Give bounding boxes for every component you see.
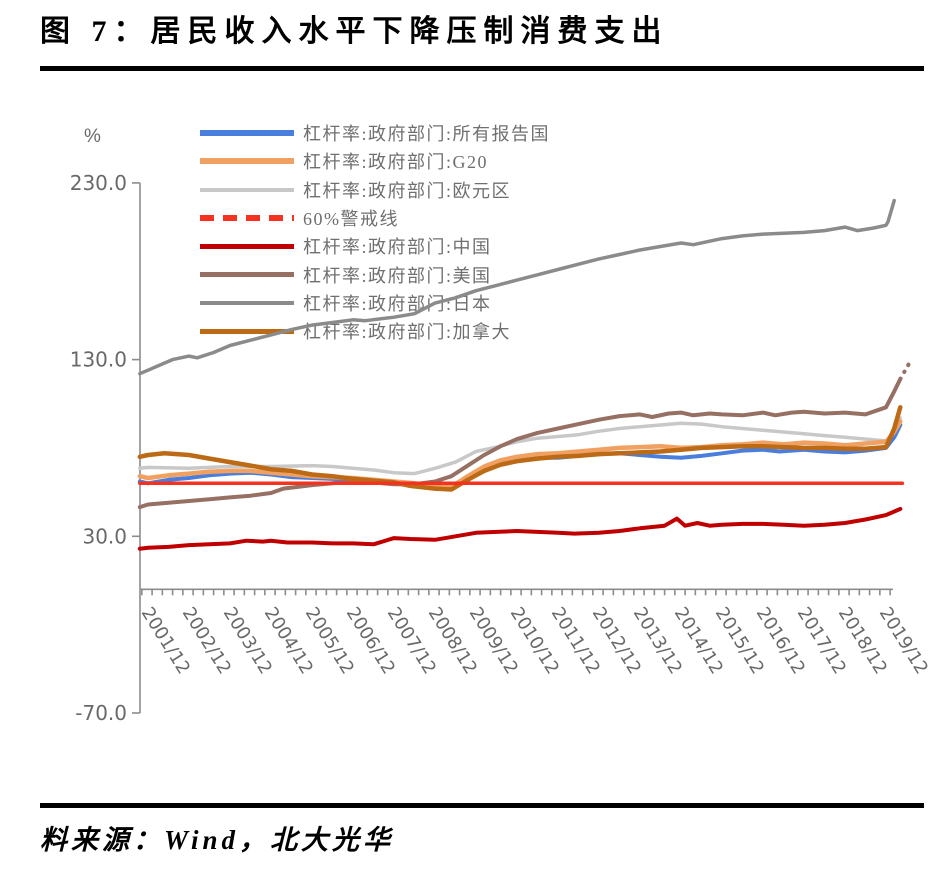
x-tick-label: 2002/12 bbox=[178, 604, 235, 679]
x-tick-label: 2001/12 bbox=[137, 604, 194, 679]
series-china bbox=[137, 506, 903, 551]
x-tick-label: 2014/12 bbox=[670, 604, 727, 679]
legend-label-eurozone: 杠杆率:政府部门:欧元区 bbox=[303, 180, 512, 201]
legend-item-canada: 杠杆率:政府部门:加拿大 bbox=[200, 317, 550, 345]
legend-label-all-reporting: 杠杆率:政府部门:所有报告国 bbox=[303, 124, 551, 145]
figure-title: 图 7：居民收入水平下降压制消费支出 bbox=[40, 15, 669, 48]
x-tick-label: 2011/12 bbox=[547, 604, 604, 679]
y-tick-label: 30.0 bbox=[82, 524, 127, 548]
y-axis-unit-label: % bbox=[84, 126, 101, 147]
x-tick-label: 2016/12 bbox=[752, 604, 809, 679]
x-tick-label: 2010/12 bbox=[506, 604, 563, 679]
x-tick-label: 2007/12 bbox=[383, 604, 440, 679]
x-tick-label: 2008/12 bbox=[424, 604, 481, 679]
legend-marker-china bbox=[200, 243, 294, 249]
series-us-dotted-tail bbox=[898, 360, 912, 381]
legend-item-japan: 杠杆率:政府部门:日本 bbox=[200, 289, 550, 317]
series-us bbox=[137, 377, 903, 510]
legend-marker-japan bbox=[200, 300, 294, 305]
legend-item-g20: 杠杆率:政府部门:G20 bbox=[200, 147, 550, 175]
legend-label-canada: 杠杆率:政府部门:加拿大 bbox=[303, 322, 512, 343]
x-tick-label: 2004/12 bbox=[260, 604, 317, 679]
legend-item-all-reporting: 杠杆率:政府部门:所有报告国 bbox=[200, 119, 550, 147]
x-tick-label: 2005/12 bbox=[301, 604, 358, 679]
x-tick-label: 2009/12 bbox=[465, 604, 522, 679]
x-tick-label: 2015/12 bbox=[711, 604, 768, 679]
x-tick-label: 2003/12 bbox=[219, 604, 276, 679]
legend-item-us: 杠杆率:政府部门:美国 bbox=[200, 260, 550, 288]
x-tick-label: 2018/12 bbox=[834, 604, 891, 679]
y-tick-label: 130.0 bbox=[70, 348, 127, 372]
legend-marker-all-reporting bbox=[200, 130, 294, 137]
data-source-text: 料来源：Wind，北大光华 bbox=[40, 825, 395, 855]
legend-label-china: 杠杆率:政府部门:中国 bbox=[303, 237, 492, 258]
series-all-reporting bbox=[137, 423, 903, 491]
chart-legend: 杠杆率:政府部门:所有报告国 杠杆率:政府部门:G20 杠杆率:政府部门:欧元区 60… bbox=[200, 119, 550, 345]
footer-divider-line bbox=[40, 803, 924, 808]
series-canada bbox=[137, 405, 903, 492]
legend-label-g20: 杠杆率:政府部门:G20 bbox=[303, 152, 489, 173]
legend-item-eurozone: 杠杆率:政府部门:欧元区 bbox=[200, 176, 550, 204]
legend-label-us: 杠杆率:政府部门:美国 bbox=[303, 265, 492, 286]
x-tick-label: 2017/12 bbox=[793, 604, 850, 679]
series-eurozone bbox=[138, 416, 903, 476]
legend-marker-us bbox=[200, 272, 294, 278]
y-tick-label: 230.0 bbox=[70, 171, 127, 195]
x-tick-label: 2019/12 bbox=[875, 604, 932, 679]
legend-label-warning-60: 60%警戒线 bbox=[303, 209, 399, 230]
legend-marker-eurozone bbox=[200, 187, 294, 192]
title-divider-line bbox=[40, 66, 924, 71]
legend-item-china: 杠杆率:政府部门:中国 bbox=[200, 232, 550, 260]
legend-item-warning-60: 60%警戒线 bbox=[200, 204, 550, 232]
legend-marker-canada bbox=[200, 328, 294, 334]
legend-marker-g20 bbox=[200, 158, 294, 165]
legend-marker-warning-60 bbox=[200, 215, 294, 222]
x-tick-label: 2006/12 bbox=[342, 604, 399, 679]
x-tick-label: 2012/12 bbox=[588, 604, 645, 679]
x-tick-label: 2013/12 bbox=[629, 604, 686, 679]
series-g20 bbox=[137, 419, 903, 490]
y-tick-label: -70.0 bbox=[75, 701, 127, 725]
legend-label-japan: 杠杆率:政府部门:日本 bbox=[303, 293, 492, 314]
